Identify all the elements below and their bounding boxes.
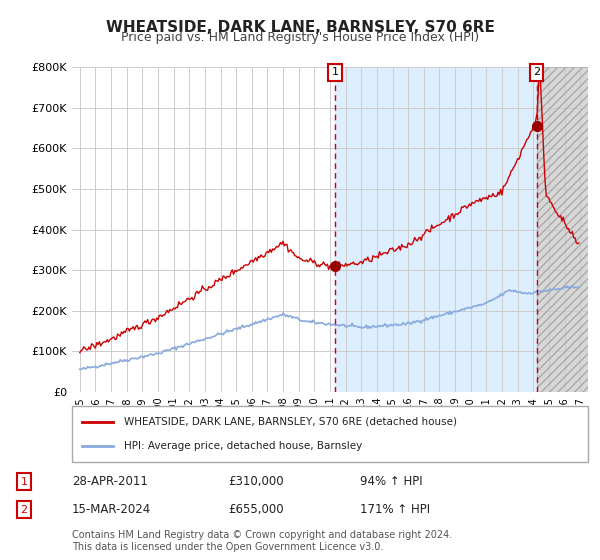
Text: 15-MAR-2024: 15-MAR-2024 bbox=[72, 503, 151, 516]
Text: Price paid vs. HM Land Registry's House Price Index (HPI): Price paid vs. HM Land Registry's House … bbox=[121, 31, 479, 44]
Text: 2: 2 bbox=[533, 67, 540, 77]
Text: 2: 2 bbox=[20, 505, 28, 515]
Text: WHEATSIDE, DARK LANE, BARNSLEY, S70 6RE: WHEATSIDE, DARK LANE, BARNSLEY, S70 6RE bbox=[106, 20, 494, 35]
Text: £655,000: £655,000 bbox=[228, 503, 284, 516]
Text: 171% ↑ HPI: 171% ↑ HPI bbox=[360, 503, 430, 516]
Text: £310,000: £310,000 bbox=[228, 475, 284, 488]
Text: WHEATSIDE, DARK LANE, BARNSLEY, S70 6RE (detached house): WHEATSIDE, DARK LANE, BARNSLEY, S70 6RE … bbox=[124, 417, 457, 427]
Text: 28-APR-2011: 28-APR-2011 bbox=[72, 475, 148, 488]
Text: 1: 1 bbox=[332, 67, 338, 77]
Bar bbox=[536, 67, 588, 392]
Bar bbox=[335, 67, 536, 392]
FancyBboxPatch shape bbox=[72, 406, 588, 462]
Text: HPI: Average price, detached house, Barnsley: HPI: Average price, detached house, Barn… bbox=[124, 441, 362, 451]
Text: 94% ↑ HPI: 94% ↑ HPI bbox=[360, 475, 422, 488]
Text: Contains HM Land Registry data © Crown copyright and database right 2024.
This d: Contains HM Land Registry data © Crown c… bbox=[72, 530, 452, 552]
Bar bbox=[536, 67, 588, 392]
Text: 1: 1 bbox=[20, 477, 28, 487]
